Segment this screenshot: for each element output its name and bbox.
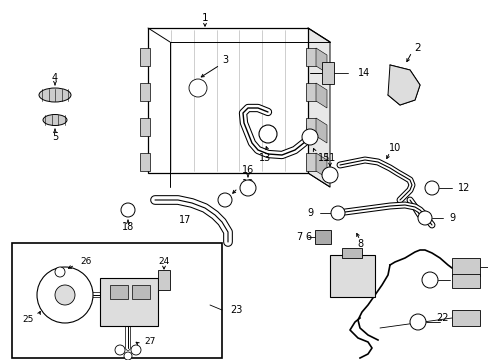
Circle shape (424, 181, 438, 195)
Bar (110, 285, 128, 299)
Text: 15: 15 (317, 153, 330, 163)
Circle shape (240, 180, 256, 196)
Circle shape (421, 272, 437, 288)
Text: 21: 21 (459, 314, 471, 323)
Text: 17: 17 (179, 215, 191, 225)
Circle shape (417, 211, 431, 225)
Text: 24: 24 (158, 256, 169, 266)
Text: 19: 19 (459, 262, 471, 271)
Circle shape (124, 352, 132, 360)
Text: 27: 27 (143, 338, 155, 346)
Circle shape (330, 206, 345, 220)
Text: 18: 18 (122, 222, 134, 232)
Circle shape (189, 79, 206, 97)
Text: 18: 18 (242, 179, 254, 189)
Bar (140, 48, 150, 66)
Bar (329, 255, 374, 297)
Polygon shape (387, 65, 419, 105)
Polygon shape (307, 28, 329, 187)
Bar (305, 48, 315, 66)
Text: 4: 4 (52, 73, 58, 83)
Circle shape (321, 167, 337, 183)
Text: 26: 26 (80, 257, 91, 266)
Circle shape (259, 125, 276, 143)
Text: 5: 5 (52, 132, 58, 142)
Bar (12, 243, 222, 358)
Polygon shape (315, 118, 326, 143)
Polygon shape (315, 83, 326, 108)
Bar (140, 118, 150, 136)
Text: 3: 3 (222, 55, 227, 65)
Bar (132, 285, 150, 299)
Ellipse shape (43, 114, 67, 126)
Bar (451, 258, 479, 276)
Text: 11: 11 (323, 153, 335, 163)
Circle shape (409, 314, 425, 330)
Text: 6: 6 (305, 232, 311, 242)
Bar (140, 83, 150, 101)
Bar (305, 153, 315, 171)
Bar (305, 118, 315, 136)
Text: 8: 8 (356, 239, 362, 249)
Bar (158, 270, 170, 290)
Text: 25: 25 (22, 315, 34, 324)
Bar (451, 274, 479, 288)
Circle shape (55, 285, 75, 305)
Text: 23: 23 (229, 305, 242, 315)
Text: 9: 9 (306, 208, 312, 218)
Bar (321, 62, 333, 84)
Text: 7: 7 (295, 232, 302, 242)
Circle shape (218, 193, 231, 207)
Circle shape (37, 267, 93, 323)
Circle shape (115, 345, 125, 355)
Circle shape (131, 345, 141, 355)
Bar (100, 278, 158, 326)
Bar (341, 248, 361, 258)
Bar (451, 310, 479, 326)
Text: 9: 9 (448, 213, 454, 223)
Text: 2: 2 (414, 43, 421, 53)
Text: 12: 12 (457, 183, 469, 193)
Text: 1: 1 (201, 13, 208, 23)
Circle shape (302, 129, 317, 145)
Text: 16: 16 (242, 165, 254, 175)
Ellipse shape (39, 88, 71, 102)
Bar (305, 83, 315, 101)
Bar (314, 230, 330, 244)
Polygon shape (315, 48, 326, 73)
Text: 13: 13 (258, 153, 270, 163)
Text: 10: 10 (388, 143, 400, 153)
Circle shape (121, 203, 135, 217)
Polygon shape (315, 153, 326, 178)
Bar (148, 28, 307, 173)
Text: 22: 22 (435, 313, 447, 323)
Bar (140, 153, 150, 171)
Text: 14: 14 (357, 68, 369, 78)
Text: 20: 20 (459, 276, 471, 285)
Circle shape (55, 267, 65, 277)
